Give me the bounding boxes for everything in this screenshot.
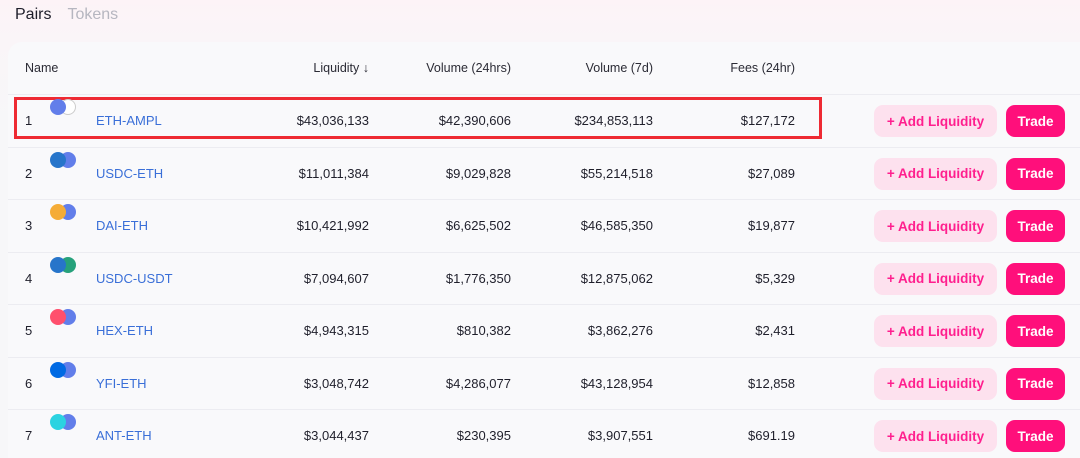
trade-button[interactable]: Trade bbox=[1006, 157, 1065, 190]
tab-bar: Pairs Tokens bbox=[15, 4, 118, 26]
dai-coin-icon bbox=[50, 204, 66, 220]
cell-fees-24h: $12,858 bbox=[748, 375, 795, 391]
cell-volume-24h: $6,625,502 bbox=[445, 218, 511, 233]
cell-volume-24h: $1,776,350 bbox=[445, 270, 511, 286]
add-liquidity-button[interactable]: + Add Liquidity bbox=[874, 210, 997, 242]
cell-fees-24h: $27,089 bbox=[748, 165, 795, 181]
eth-coin-icon bbox=[50, 99, 66, 115]
add-liquidity-button[interactable]: + Add Liquidity bbox=[874, 105, 997, 137]
table-row[interactable]: 4 USDC-USDT $7,094,607 $1,776,350 $12,87… bbox=[8, 251, 1080, 304]
header-volume-24h[interactable]: Volume (24hrs) bbox=[426, 61, 511, 75]
row-rank: 1 bbox=[25, 113, 33, 128]
cell-fees-24h: $691.19 bbox=[748, 428, 795, 443]
cell-liquidity: $10,421,992 bbox=[296, 218, 369, 233]
header-liquidity[interactable]: Liquidity ↓ bbox=[313, 61, 369, 75]
pair-link[interactable]: ANT-ETH bbox=[96, 428, 152, 443]
cell-liquidity: $4,943,315 bbox=[303, 323, 369, 338]
table-header: Name Liquidity ↓ Volume (24hrs) Volume (… bbox=[8, 42, 1080, 94]
pair-icons bbox=[48, 305, 78, 327]
usdc-coin-icon bbox=[50, 256, 66, 273]
trade-button[interactable]: Trade bbox=[1006, 367, 1065, 400]
yfi-coin-icon bbox=[50, 361, 66, 378]
tab-tokens[interactable]: Tokens bbox=[67, 6, 119, 23]
cell-volume-7d: $234,853,113 bbox=[574, 113, 653, 128]
header-name[interactable]: Name bbox=[25, 61, 59, 75]
cell-fees-24h: $5,329 bbox=[755, 270, 795, 286]
cell-fees-24h: $127,172 bbox=[740, 113, 795, 128]
add-liquidity-button[interactable]: + Add Liquidity bbox=[874, 157, 997, 190]
trade-button[interactable]: Trade bbox=[1006, 315, 1065, 347]
cell-liquidity: $3,044,437 bbox=[303, 428, 369, 443]
table-row[interactable]: 3 DAI-ETH $10,421,992 $6,625,502 $46,585… bbox=[8, 199, 1080, 251]
table-row[interactable]: 6 YFI-ETH $3,048,742 $4,286,077 $43,128,… bbox=[8, 356, 1080, 409]
pair-link[interactable]: HEX-ETH bbox=[96, 323, 154, 338]
pair-icons bbox=[48, 410, 78, 432]
cell-liquidity: $43,036,133 bbox=[296, 113, 369, 128]
pair-icons bbox=[48, 148, 78, 170]
trade-button[interactable]: Trade bbox=[1006, 420, 1065, 452]
row-rank: 5 bbox=[25, 323, 33, 338]
cell-volume-7d: $55,214,518 bbox=[580, 165, 653, 181]
add-liquidity-button[interactable]: + Add Liquidity bbox=[874, 262, 997, 295]
pair-link[interactable]: USDC-ETH bbox=[96, 165, 164, 181]
tab-pairs[interactable]: Pairs bbox=[15, 6, 52, 23]
trade-button[interactable]: Trade bbox=[1006, 210, 1065, 242]
add-liquidity-button[interactable]: + Add Liquidity bbox=[874, 315, 997, 347]
row-rank: 3 bbox=[25, 218, 33, 233]
table-row[interactable]: 5 HEX-ETH $4,943,315 $810,382 $3,862,276… bbox=[8, 304, 1080, 356]
cell-volume-7d: $46,585,350 bbox=[580, 218, 653, 233]
row-rank: 6 bbox=[25, 375, 33, 391]
hex-coin-icon bbox=[50, 309, 66, 325]
row-rank: 2 bbox=[25, 165, 33, 181]
pair-link[interactable]: USDC-USDT bbox=[96, 270, 173, 286]
cell-volume-24h: $42,390,606 bbox=[438, 113, 511, 128]
header-fees-24h[interactable]: Fees (24hr) bbox=[730, 61, 795, 75]
trade-button[interactable]: Trade bbox=[1006, 105, 1065, 137]
add-liquidity-button[interactable]: + Add Liquidity bbox=[874, 367, 997, 400]
cell-fees-24h: $19,877 bbox=[748, 218, 795, 233]
usdc-coin-icon bbox=[50, 151, 66, 168]
cell-liquidity: $11,011,384 bbox=[298, 165, 369, 181]
pairs-table: Name Liquidity ↓ Volume (24hrs) Volume (… bbox=[8, 42, 1080, 458]
cell-volume-24h: $230,395 bbox=[456, 428, 511, 443]
pair-link[interactable]: YFI-ETH bbox=[96, 375, 147, 391]
pair-icons bbox=[48, 95, 78, 117]
pair-icons bbox=[48, 200, 78, 222]
cell-volume-24h: $4,286,077 bbox=[445, 375, 511, 391]
pair-icons bbox=[48, 253, 78, 275]
cell-volume-7d: $12,875,062 bbox=[580, 270, 653, 286]
cell-volume-7d: $43,128,954 bbox=[580, 375, 653, 391]
cell-volume-24h: $9,029,828 bbox=[445, 165, 511, 181]
pair-link[interactable]: ETH-AMPL bbox=[96, 113, 162, 128]
cell-volume-7d: $3,862,276 bbox=[587, 323, 653, 338]
pair-icons bbox=[48, 358, 78, 380]
pair-link[interactable]: DAI-ETH bbox=[96, 218, 148, 233]
add-liquidity-button[interactable]: + Add Liquidity bbox=[874, 420, 997, 452]
cell-volume-24h: $810,382 bbox=[456, 323, 511, 338]
cell-volume-7d: $3,907,551 bbox=[587, 428, 653, 443]
row-rank: 4 bbox=[25, 270, 33, 286]
table-row[interactable]: 2 USDC-ETH $11,011,384 $9,029,828 $55,21… bbox=[8, 146, 1080, 199]
header-volume-7d[interactable]: Volume (7d) bbox=[585, 61, 653, 75]
cell-liquidity: $3,048,742 bbox=[303, 375, 369, 391]
ant-coin-icon bbox=[50, 414, 66, 430]
table-row[interactable]: 7 ANT-ETH $3,044,437 $230,395 $3,907,551… bbox=[8, 409, 1080, 458]
table-row[interactable]: 1 ETH-AMPL $43,036,133 $42,390,606 $234,… bbox=[8, 94, 1080, 146]
cell-liquidity: $7,094,607 bbox=[303, 270, 369, 286]
trade-button[interactable]: Trade bbox=[1006, 262, 1065, 295]
cell-fees-24h: $2,431 bbox=[755, 323, 795, 338]
row-rank: 7 bbox=[25, 428, 33, 443]
